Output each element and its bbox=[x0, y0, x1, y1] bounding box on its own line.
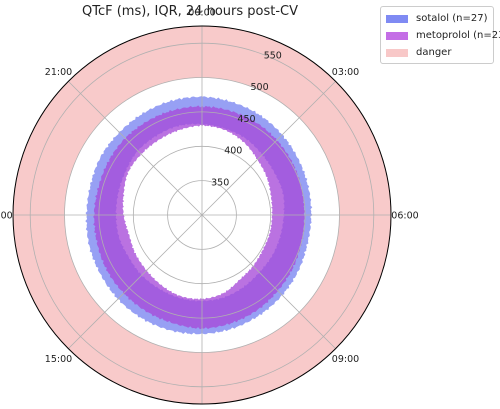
chart-title: QTcF (ms), IQR, 24 hours post-CV bbox=[82, 4, 298, 19]
theta-tick-label: 06:00 bbox=[391, 211, 418, 222]
legend: sotalol (n=27) metoprolol (n=23) danger bbox=[380, 6, 500, 64]
legend-item-metoprolol: metoprolol (n=23) bbox=[386, 27, 500, 44]
polar-frame bbox=[12, 25, 392, 405]
plot-area: 00:0003:0006:0009:0012:0015:0018:0021:00… bbox=[0, 8, 419, 405]
r-tick-label: 450 bbox=[237, 114, 255, 125]
legend-item-danger: danger bbox=[386, 44, 489, 61]
legend-swatch-sotalol bbox=[386, 14, 408, 23]
legend-label-sotalol: sotalol (n=27) bbox=[416, 13, 488, 24]
legend-label-metoprolol: metoprolol (n=23) bbox=[416, 30, 500, 41]
theta-gridline bbox=[201, 214, 336, 349]
r-tick-label: 550 bbox=[264, 50, 282, 61]
r-tick-label: 350 bbox=[211, 177, 229, 188]
theta-tick-label: 18:00 bbox=[0, 211, 13, 222]
r-tick-label: 400 bbox=[224, 146, 242, 157]
r-tick-label: 500 bbox=[251, 82, 269, 93]
theta-tick-label: 09:00 bbox=[332, 354, 359, 365]
legend-item-sotalol: sotalol (n=27) bbox=[386, 10, 489, 27]
legend-label-danger: danger bbox=[416, 47, 452, 58]
theta-tick-label: 03:00 bbox=[332, 67, 359, 78]
theta-gridline bbox=[68, 214, 203, 349]
legend-swatch-metoprolol bbox=[386, 31, 408, 40]
band-metoprolol bbox=[93, 105, 306, 330]
legend-swatch-danger bbox=[386, 48, 408, 57]
theta-tick-label: 21:00 bbox=[45, 67, 72, 78]
theta-tick-label: 00:00 bbox=[188, 8, 215, 19]
theta-gridline bbox=[201, 81, 336, 216]
theta-gridline bbox=[68, 81, 203, 216]
theta-tick-label: 15:00 bbox=[45, 354, 72, 365]
